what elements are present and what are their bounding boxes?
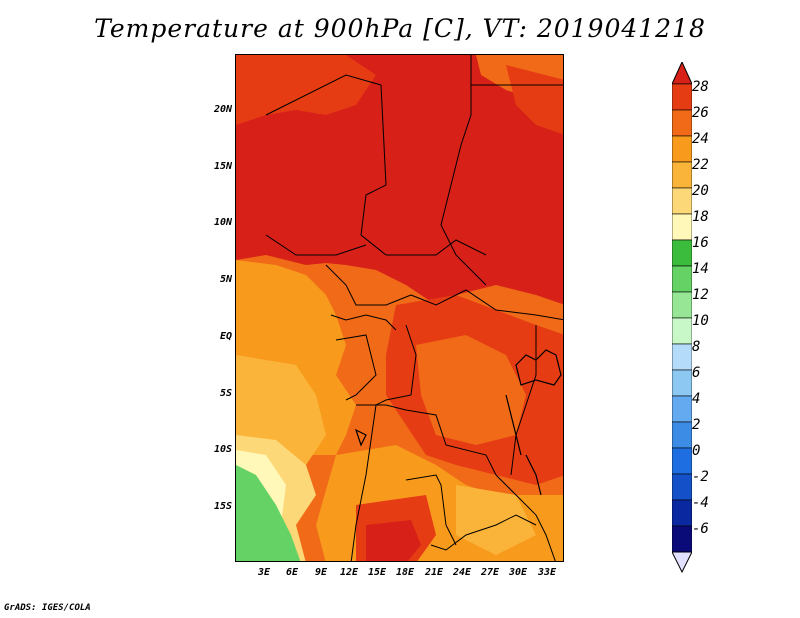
country-borders	[265, 55, 563, 561]
colorbar-label: 28	[692, 79, 709, 95]
colorbar-segment	[672, 239, 692, 267]
colorbar-label: 4	[692, 391, 701, 407]
colorbar-label: 16	[692, 235, 709, 251]
colorbar-segment	[672, 447, 692, 475]
colorbar-label: 8	[692, 339, 701, 355]
lat-label: 20N	[213, 104, 232, 115]
colorbar-label: -4	[692, 495, 709, 511]
map-svg	[236, 55, 563, 561]
colorbar-segment	[672, 291, 692, 319]
lon-label: 33E	[537, 567, 557, 578]
lon-label: 9E	[314, 567, 328, 578]
field-26-northeast	[506, 65, 563, 135]
lon-label: 30E	[508, 567, 528, 578]
colorbar-segment	[672, 213, 692, 241]
lat-label: 15N	[213, 161, 232, 172]
colorbar-label: 26	[692, 105, 709, 121]
field-28-north	[236, 55, 563, 305]
colorbar-segment	[672, 525, 692, 553]
lon-label: 6E	[285, 567, 299, 578]
lon-label: 15E	[367, 567, 387, 578]
colorbar-segment	[672, 395, 692, 423]
colorbar-bottom-triangle	[672, 551, 692, 574]
credit-text: GrADS: IGES/COLA	[4, 603, 91, 613]
colorbar-segment	[672, 83, 692, 111]
colorbar-top-triangle	[672, 62, 692, 85]
lat-label: 5N	[219, 274, 232, 285]
colorbar-segment	[672, 187, 692, 215]
colorbar-label: -2	[692, 469, 709, 485]
colorbar-segment	[672, 265, 692, 293]
colorbar-segment	[672, 421, 692, 449]
field-24-central	[416, 335, 526, 445]
colorbar-label: 18	[692, 209, 709, 225]
lon-label: 24E	[452, 567, 472, 578]
lat-label: 10S	[213, 444, 232, 455]
colorbar-label: 0	[692, 443, 701, 459]
field-26-northwest	[236, 55, 376, 125]
colorbar-label: 10	[692, 313, 709, 329]
colorbar-label: -6	[692, 521, 709, 537]
lat-label: EQ	[219, 331, 232, 342]
lon-label: 12E	[339, 567, 359, 578]
colorbar-segment	[672, 343, 692, 371]
colorbar-segment	[672, 473, 692, 501]
colorbar-segment	[672, 317, 692, 345]
field-20-south	[456, 485, 536, 555]
lat-label: 15S	[213, 501, 232, 512]
field-12-southwest	[236, 465, 301, 561]
field-28-south	[366, 520, 421, 561]
colorbar-label: 6	[692, 365, 701, 381]
colorbar-label: 14	[692, 261, 709, 277]
colorbar-label: 12	[692, 287, 709, 303]
lat-label: 5S	[219, 388, 232, 399]
map-title: Temperature at 900hPa [C], VT: 201904121…	[94, 14, 706, 43]
lon-label: 3E	[257, 567, 271, 578]
colorbar-label: 2	[692, 417, 701, 433]
temperature-map	[235, 54, 564, 562]
colorbar-segment	[672, 369, 692, 397]
colorbar-label: 24	[692, 131, 709, 147]
colorbar-segment	[672, 109, 692, 137]
colorbar-segment	[672, 499, 692, 527]
lon-label: 18E	[395, 567, 415, 578]
colorbar	[672, 62, 692, 574]
colorbar-label: 22	[692, 157, 709, 173]
lon-label: 21E	[424, 567, 444, 578]
colorbar-label: 20	[692, 183, 709, 199]
colorbar-segment	[672, 161, 692, 189]
lake-outlines	[354, 349, 562, 496]
colorbar-segment	[672, 135, 692, 163]
lon-label: 27E	[480, 567, 500, 578]
lat-label: 10N	[213, 217, 232, 228]
